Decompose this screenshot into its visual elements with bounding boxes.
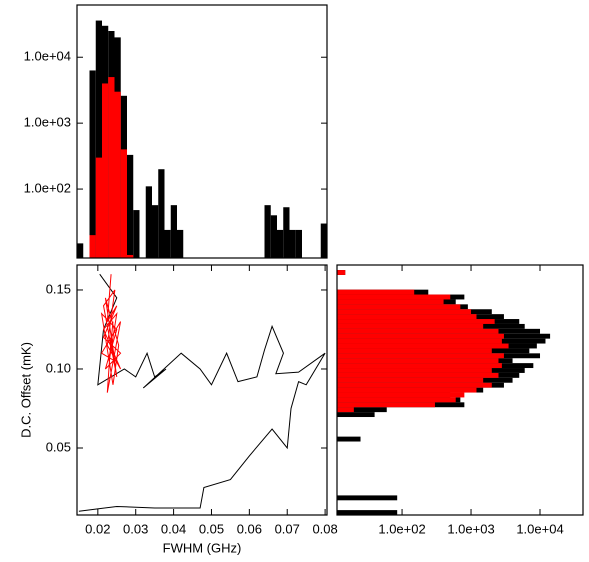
histogram-bar [337, 392, 465, 398]
histogram-bar [337, 294, 451, 300]
x-tick-label: 0.03 [123, 521, 148, 536]
histogram-bar [337, 319, 495, 324]
histogram-bar [95, 20, 102, 259]
histogram-bar [337, 289, 415, 295]
histogram-bar [337, 343, 509, 349]
histogram-bar [158, 169, 165, 258]
histogram-bar [127, 154, 134, 258]
x-tick-label: 0.02 [85, 521, 110, 536]
y-tick-label: 1.0e+02 [24, 181, 71, 196]
histogram-bar [114, 91, 121, 258]
x-tick-label: 0.06 [237, 521, 262, 536]
histogram-bar [289, 229, 296, 258]
histogram-bar [145, 186, 152, 258]
histogram-bar [89, 70, 96, 258]
histogram-bar [133, 210, 140, 258]
x-tick-label: 0.05 [199, 521, 224, 536]
y-tick-label: 0.15 [46, 281, 71, 296]
histogram-bar [337, 314, 477, 320]
histogram-bar [102, 83, 109, 258]
histogram-bar [337, 353, 504, 359]
histogram-bar [337, 323, 484, 329]
x-tick-label: 0.08 [312, 521, 337, 536]
panel-frame [336, 264, 584, 516]
histogram-bar [337, 510, 398, 515]
histogram-bar [337, 338, 502, 344]
y-tick-label: 0.10 [46, 360, 71, 375]
histogram-bar [295, 229, 302, 258]
histogram-bar [337, 368, 492, 373]
histogram-bar [337, 270, 346, 275]
panel-frame [76, 264, 328, 516]
histogram-bar [283, 207, 290, 258]
histogram-bar [337, 407, 387, 413]
histogram-bar [320, 223, 327, 258]
y-tick-label: 1.0e+04 [24, 49, 71, 64]
histogram-bar [264, 205, 271, 258]
histogram-bar [337, 402, 435, 408]
histogram-bar [95, 157, 102, 258]
histogram-bar [337, 372, 499, 378]
histogram-bar [337, 333, 504, 339]
y-tick-label: 1.0e+03 [24, 115, 71, 130]
histogram-bar [164, 229, 171, 258]
histogram-bar [337, 397, 456, 403]
histogram-bar [337, 382, 492, 388]
trace-line [78, 273, 326, 512]
histogram-bar [337, 495, 398, 501]
histogram-bar [337, 377, 484, 383]
histogram-bar [277, 229, 284, 258]
histogram-bar [337, 299, 444, 305]
x-tick-label: 0.04 [161, 521, 186, 536]
histogram-bar [337, 328, 499, 334]
histogram-bar [177, 229, 184, 258]
histogram-bar [337, 363, 502, 369]
histogram-bar [337, 436, 361, 442]
histogram-bar [337, 407, 354, 413]
histogram-bar [108, 77, 115, 258]
histogram-bar [337, 387, 477, 393]
histogram-bar [270, 215, 277, 258]
panel: 1.0e+02 1.0e+03 1.0e+04 [24, 4, 328, 259]
histogram-bar [89, 235, 96, 258]
histogram-bar [337, 309, 472, 315]
x-tick-label: 1.0e+02 [378, 521, 425, 536]
histogram-bar [120, 149, 127, 258]
histogram-bar [337, 358, 499, 364]
y-tick-label: 0.05 [46, 439, 71, 454]
panel: 0.05 0.10 0.15 0.02 0.03 0.04 0.05 0.06 0.07 0.08… [18, 264, 338, 555]
x-axis-label: FWHM (GHz) [163, 540, 242, 555]
histogram-bar [337, 304, 461, 310]
histogram-bar [77, 243, 84, 258]
x-tick-label: 0.07 [275, 521, 300, 536]
trace-line [100, 274, 122, 393]
x-tick-label: 1.0e+04 [516, 521, 563, 536]
panel: 1.0e+02 1.0e+03 1.0e+04 [336, 264, 584, 536]
histogram-bar [337, 412, 375, 418]
histogram-bar [127, 254, 134, 258]
histogram-bar [337, 348, 492, 354]
y-axis-label: D.C. Offset (mK) [18, 342, 33, 438]
histogram-bar [152, 205, 159, 258]
histogram-bar [170, 205, 177, 258]
x-tick-label: 1.0e+03 [447, 521, 494, 536]
panel-frame [76, 4, 328, 259]
